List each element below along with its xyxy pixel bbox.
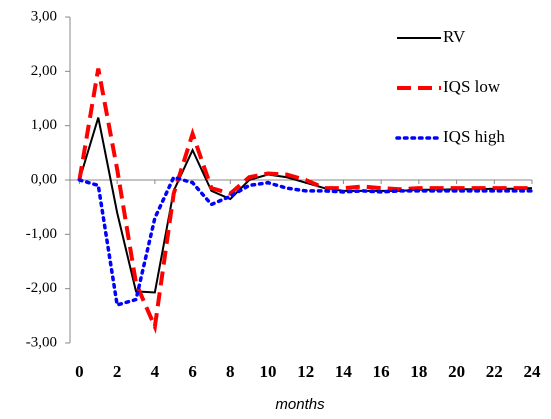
y-tick-label: -1,00 (26, 226, 57, 242)
x-tick-label: 16 (373, 362, 390, 381)
x-tick-label: 20 (448, 362, 465, 381)
x-axis-title: months (275, 396, 325, 413)
y-tick-label: 2,00 (31, 63, 57, 79)
x-tick-label: 18 (410, 362, 427, 381)
legend-label: IQS high (443, 127, 505, 146)
x-tick-label: 22 (486, 362, 503, 381)
y-tick-label: -3,00 (26, 334, 57, 350)
y-tick-label: -2,00 (26, 280, 57, 296)
legend-label: IQS low (443, 77, 501, 96)
x-tick-label: 24 (524, 362, 542, 381)
x-tick-label: 10 (260, 362, 277, 381)
x-tick-label: 2 (113, 362, 122, 381)
y-tick-label: 0,00 (31, 171, 57, 187)
x-tick-label: 14 (335, 362, 353, 381)
legend-label: RV (443, 27, 466, 46)
series-line (77, 175, 534, 308)
x-tick-label: 4 (151, 362, 160, 381)
x-tick-label: 0 (75, 362, 84, 381)
x-tick-label: 12 (297, 362, 314, 381)
x-tick-label: 6 (188, 362, 197, 381)
y-tick-label: 3,00 (31, 8, 57, 24)
y-tick-label: 1,00 (31, 117, 57, 133)
x-tick-label: 8 (226, 362, 235, 381)
series-line (77, 68, 532, 334)
